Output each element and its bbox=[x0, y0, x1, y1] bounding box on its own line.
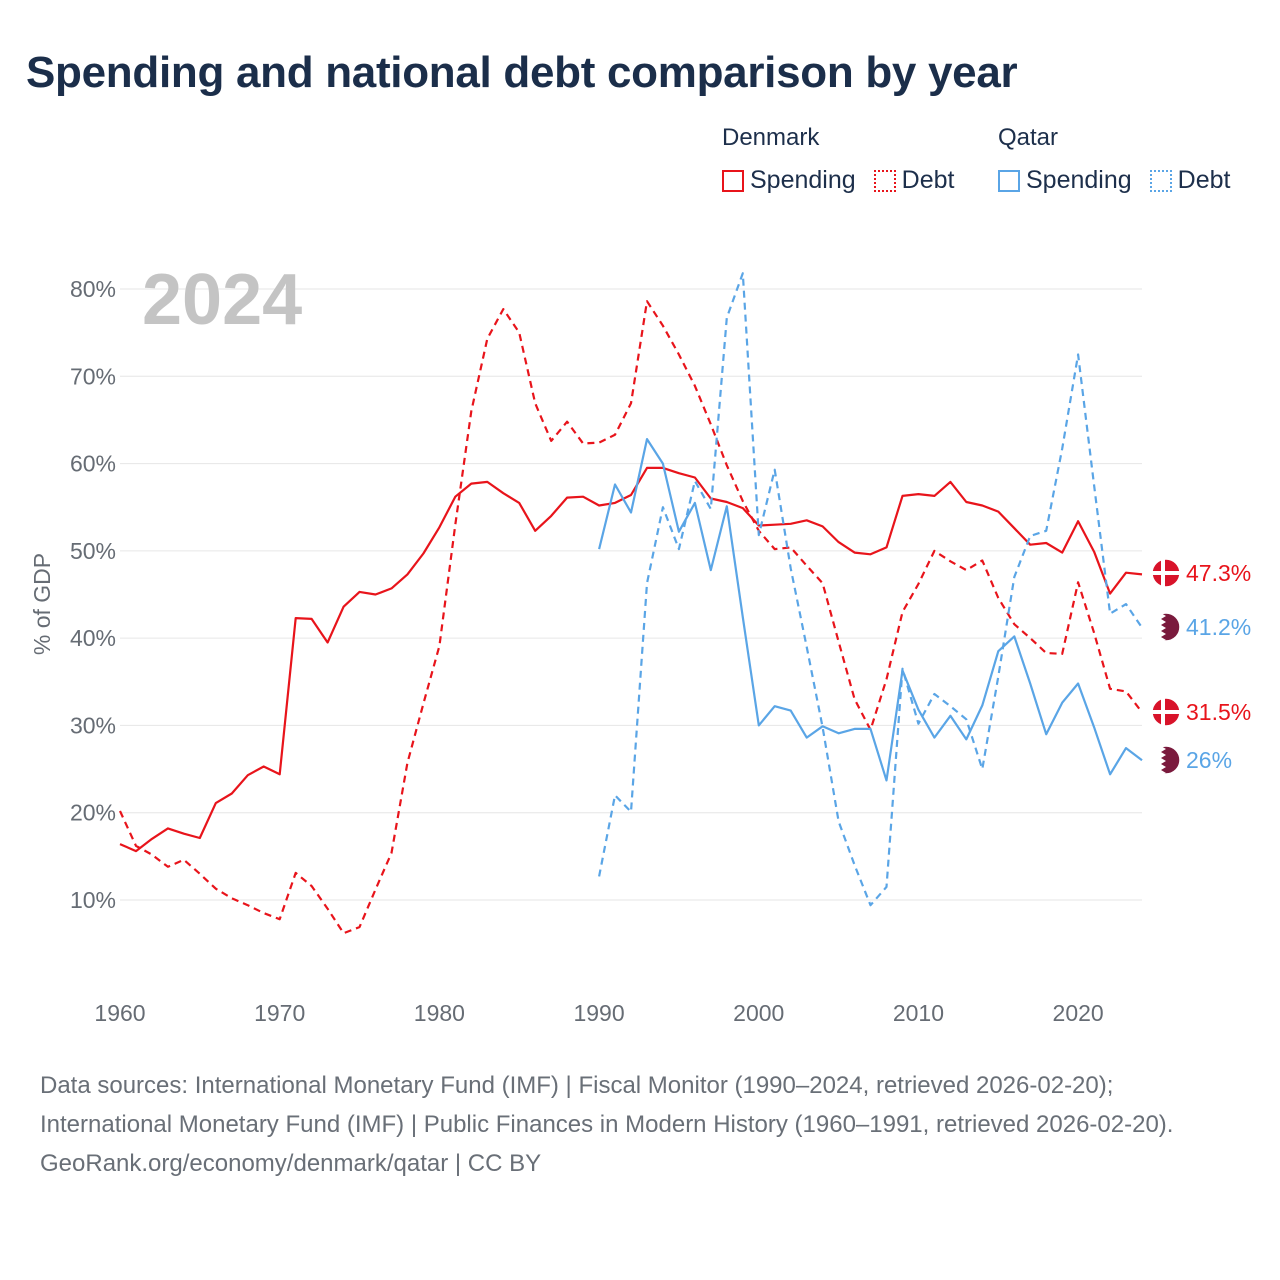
series-lines bbox=[119, 272, 1143, 935]
y-tick-label: 60% bbox=[70, 451, 116, 477]
y-tick-label: 30% bbox=[70, 712, 116, 738]
series-line-denmark-spending[interactable] bbox=[119, 466, 1143, 853]
y-tick-label: 70% bbox=[70, 363, 116, 389]
legend-qatar: Qatar Spending Debt bbox=[998, 124, 1248, 195]
line-chart: 2024 10%20%30%40%50%60%70%80% 1960 1970 19… bbox=[29, 260, 1251, 1026]
x-axis-ticks: 1960 1970 1980 1990 2000 2010 2020 bbox=[94, 1000, 1103, 1026]
x-tick-label: 1980 bbox=[414, 1000, 465, 1026]
x-tick-label: 2020 bbox=[1053, 1000, 1104, 1026]
end-value-label: 41.2% bbox=[1186, 614, 1251, 640]
y-axis-title: % of GDP bbox=[29, 553, 55, 655]
legend-denmark: Denmark Spending Debt bbox=[722, 124, 972, 195]
end-labels: 47.3% 31.5% 26% 41.2% bbox=[1151, 558, 1251, 775]
legend-solid-swatch-icon bbox=[722, 169, 744, 192]
y-tick-label: 20% bbox=[70, 800, 116, 826]
legend-label: Spending bbox=[750, 166, 856, 194]
denmark-flag-icon bbox=[1151, 558, 1181, 588]
qatar-flag-icon bbox=[1151, 745, 1181, 775]
legend-label: Debt bbox=[1177, 166, 1231, 194]
y-axis-ticks: 10% 20% 30% 40% 50% 60% 70% 80% bbox=[70, 276, 116, 913]
y-tick-label: 50% bbox=[70, 538, 116, 564]
legend-denmark-debt[interactable]: Debt bbox=[873, 166, 955, 195]
series-line-qatar-spending[interactable] bbox=[598, 438, 1143, 782]
series-line-qatar-debt[interactable] bbox=[598, 272, 1143, 907]
legend-qatar-spending[interactable]: Spending bbox=[998, 166, 1132, 195]
chart-title: Spending and national debt comparison by… bbox=[26, 48, 1018, 97]
end-value-label: 47.3% bbox=[1186, 560, 1251, 586]
x-tick-label: 1960 bbox=[94, 1000, 145, 1026]
x-tick-label: 2000 bbox=[733, 1000, 784, 1026]
y-tick-label: 10% bbox=[70, 887, 116, 913]
denmark-flag-icon bbox=[1151, 697, 1181, 727]
data-sources: Data sources: International Monetary Fun… bbox=[40, 1072, 1174, 1138]
legend-denmark-spending[interactable]: Spending bbox=[722, 166, 856, 195]
legend-solid-swatch-icon bbox=[998, 169, 1020, 192]
legend-label: Debt bbox=[901, 166, 955, 194]
credit-link[interactable]: GeoRank.org/economy/denmark/qatar | CC B… bbox=[40, 1150, 542, 1177]
qatar-flag-icon bbox=[1151, 612, 1181, 642]
y-tick-label: 40% bbox=[70, 625, 116, 651]
end-value-label: 31.5% bbox=[1186, 699, 1251, 725]
x-tick-label: 1970 bbox=[254, 1000, 305, 1026]
x-tick-label: 2010 bbox=[893, 1000, 944, 1026]
series-line-denmark-debt[interactable] bbox=[119, 300, 1143, 935]
legend-dotted-swatch-icon bbox=[1149, 169, 1172, 192]
end-value-label: 26% bbox=[1186, 747, 1232, 773]
footer: Data sources: International Monetary Fun… bbox=[40, 1066, 1240, 1183]
x-tick-label: 1990 bbox=[573, 1000, 624, 1026]
legend-qatar-debt[interactable]: Debt bbox=[1149, 166, 1231, 195]
legend-dotted-swatch-icon bbox=[873, 169, 896, 192]
y-tick-label: 80% bbox=[70, 276, 116, 302]
legend-denmark-country: Denmark bbox=[722, 124, 820, 151]
legend-label: Spending bbox=[1026, 166, 1132, 194]
gridlines bbox=[120, 288, 1142, 901]
legend-qatar-country: Qatar bbox=[998, 124, 1059, 151]
year-label: 2024 bbox=[142, 260, 302, 340]
